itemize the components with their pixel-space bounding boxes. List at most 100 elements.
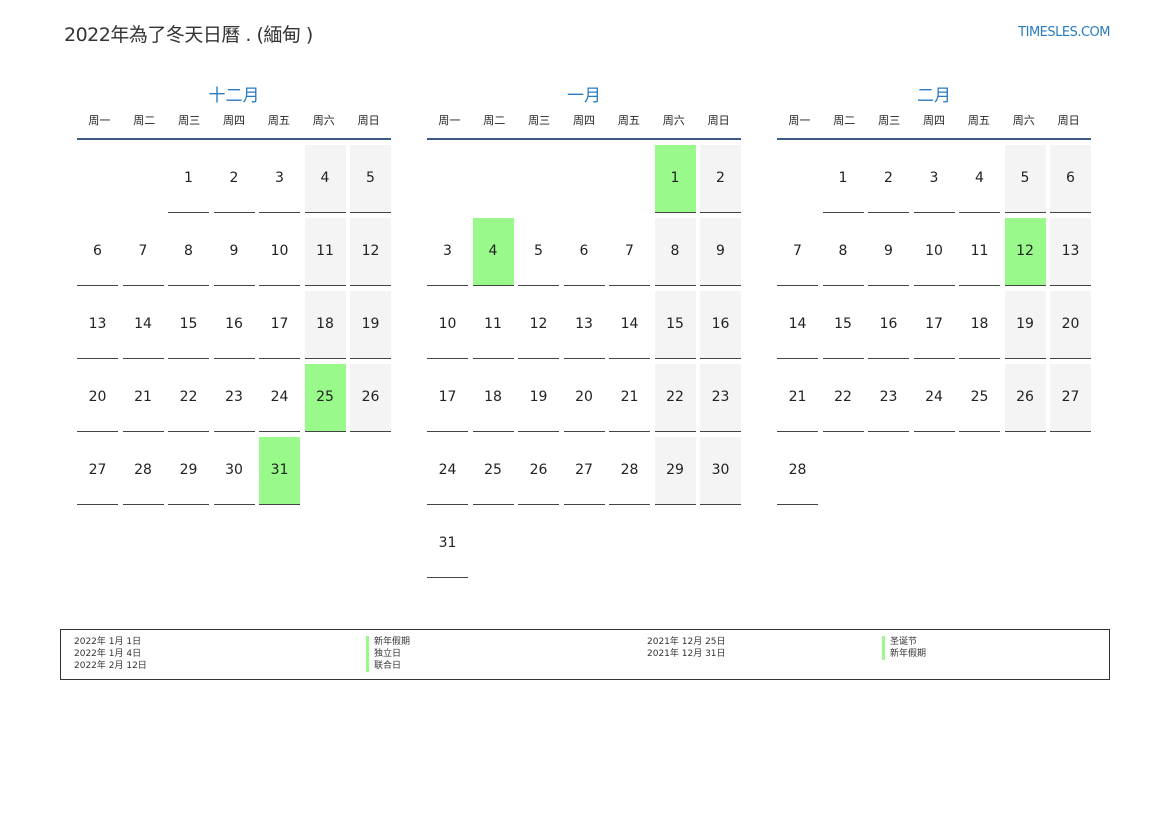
- day-cell: 28: [777, 437, 818, 505]
- weekday-label: 周六: [312, 114, 335, 127]
- weekday-label: 周五: [267, 114, 290, 127]
- day-cell: 13: [1050, 218, 1091, 286]
- weekday-label: 周二: [483, 114, 506, 127]
- day-cell: 10: [259, 218, 300, 286]
- day-cell: 26: [1004, 364, 1046, 432]
- day-cell: 28: [122, 437, 164, 505]
- legend-date: 2022年 1月 1日: [74, 637, 142, 647]
- day-cell: 5: [350, 145, 391, 213]
- day-cell: 23: [868, 364, 909, 432]
- day-cell: 2: [213, 145, 255, 213]
- day-cell: 2: [868, 145, 909, 213]
- day-cell-holiday: 31: [259, 437, 300, 505]
- day-cell: 29: [654, 437, 696, 505]
- day-cell: 22: [822, 364, 864, 432]
- day-cell: 14: [777, 291, 818, 359]
- day-cell: 5: [1004, 145, 1046, 213]
- day-cell: 7: [777, 218, 818, 286]
- day-cell: 17: [913, 291, 955, 359]
- day-cell: 1: [168, 145, 209, 213]
- day-cell: 24: [913, 364, 955, 432]
- day-cell: 4: [959, 145, 1000, 213]
- day-cell: 28: [609, 437, 650, 505]
- day-cell: 3: [259, 145, 300, 213]
- day-cell: 11: [959, 218, 1000, 286]
- weekday-label: 周四: [573, 114, 595, 127]
- day-cell: 27: [1050, 364, 1091, 432]
- day-cell: 25: [959, 364, 1000, 432]
- day-cell: 8: [654, 218, 696, 286]
- day-cell: 30: [700, 437, 741, 505]
- day-cell: 21: [122, 364, 164, 432]
- day-cell: 3: [427, 218, 468, 286]
- day-cell: 17: [427, 364, 468, 432]
- day-cell: 6: [563, 218, 605, 286]
- legend-holiday: 圣诞节: [882, 636, 926, 648]
- day-cell: 6: [77, 218, 118, 286]
- day-cell: 29: [168, 437, 209, 505]
- weekday-label: 周二: [833, 114, 856, 127]
- day-cell: 18: [472, 364, 514, 432]
- day-cell: 14: [122, 291, 164, 359]
- weekday-label: 周一: [438, 114, 461, 127]
- day-cell: 13: [77, 291, 118, 359]
- day-cell: 16: [868, 291, 909, 359]
- day-cell: 20: [77, 364, 118, 432]
- weekday-header: 周一 周二 周三 周四 周五 周六 周日: [777, 108, 1091, 140]
- holiday-legend: 2022年 1月 1日 2022年 1月 4日 2022年 2月 12日 新年假…: [60, 629, 1110, 680]
- month-title: 十二月: [208, 86, 260, 106]
- day-cell: 17: [259, 291, 300, 359]
- weekday-label: 周二: [133, 114, 156, 127]
- legend-date: 2022年 2月 12日: [74, 661, 147, 671]
- day-cell-holiday: 1: [654, 145, 696, 213]
- day-cell: 15: [168, 291, 209, 359]
- day-cell: 23: [700, 364, 741, 432]
- day-cell: 21: [609, 364, 650, 432]
- day-cell: 7: [122, 218, 164, 286]
- day-cell: 10: [427, 291, 468, 359]
- day-cell: 15: [822, 291, 864, 359]
- day-cell: 30: [213, 437, 255, 505]
- weekday-label: 周一: [88, 114, 111, 127]
- weekday-label: 周日: [357, 114, 380, 127]
- month-title: 二月: [917, 86, 951, 106]
- day-cell-holiday: 12: [1004, 218, 1046, 286]
- day-cell: 9: [213, 218, 255, 286]
- day-cell: 20: [563, 364, 605, 432]
- day-cell: 2: [700, 145, 741, 213]
- day-cell: 19: [1004, 291, 1046, 359]
- site-logo[interactable]: TIMESLES.COM: [1018, 25, 1110, 40]
- weekday-label: 周三: [878, 114, 901, 127]
- day-cell-holiday: 25: [304, 364, 346, 432]
- weekday-label: 周五: [967, 114, 990, 127]
- day-cell: 27: [563, 437, 605, 505]
- day-cell-holiday: 4: [472, 218, 514, 286]
- day-cell: 19: [518, 364, 559, 432]
- weekday-label: 周三: [528, 114, 551, 127]
- weekday-label: 周三: [178, 114, 201, 127]
- day-cell: 11: [472, 291, 514, 359]
- day-cell: 22: [168, 364, 209, 432]
- day-cell: 10: [913, 218, 955, 286]
- day-cell: 20: [1050, 291, 1091, 359]
- day-cell: 23: [213, 364, 255, 432]
- legend-holiday: 联合日: [366, 660, 410, 672]
- day-cell: 6: [1050, 145, 1091, 213]
- day-cell: 15: [654, 291, 696, 359]
- day-cell: 8: [168, 218, 209, 286]
- day-cell: 12: [350, 218, 391, 286]
- day-cell: 11: [304, 218, 346, 286]
- day-cell: 19: [350, 291, 391, 359]
- legend-holiday: 新年假期: [366, 636, 410, 648]
- month-february: 二月 周一 周二 周三 周四 周五 周六 周日 1 2 3 4 5 6 7 8 9 10 11 12 13 14 15 1…: [777, 84, 1091, 505]
- day-cell: 26: [518, 437, 559, 505]
- day-cell: 25: [472, 437, 514, 505]
- day-cell: 3: [913, 145, 955, 213]
- day-cell: 31: [427, 510, 468, 578]
- day-cell: 24: [427, 437, 468, 505]
- weekday-label: 周日: [707, 114, 730, 127]
- weekday-label: 周四: [923, 114, 945, 127]
- day-cell: 22: [654, 364, 696, 432]
- day-cell: 9: [700, 218, 741, 286]
- weekday-label: 周五: [617, 114, 640, 127]
